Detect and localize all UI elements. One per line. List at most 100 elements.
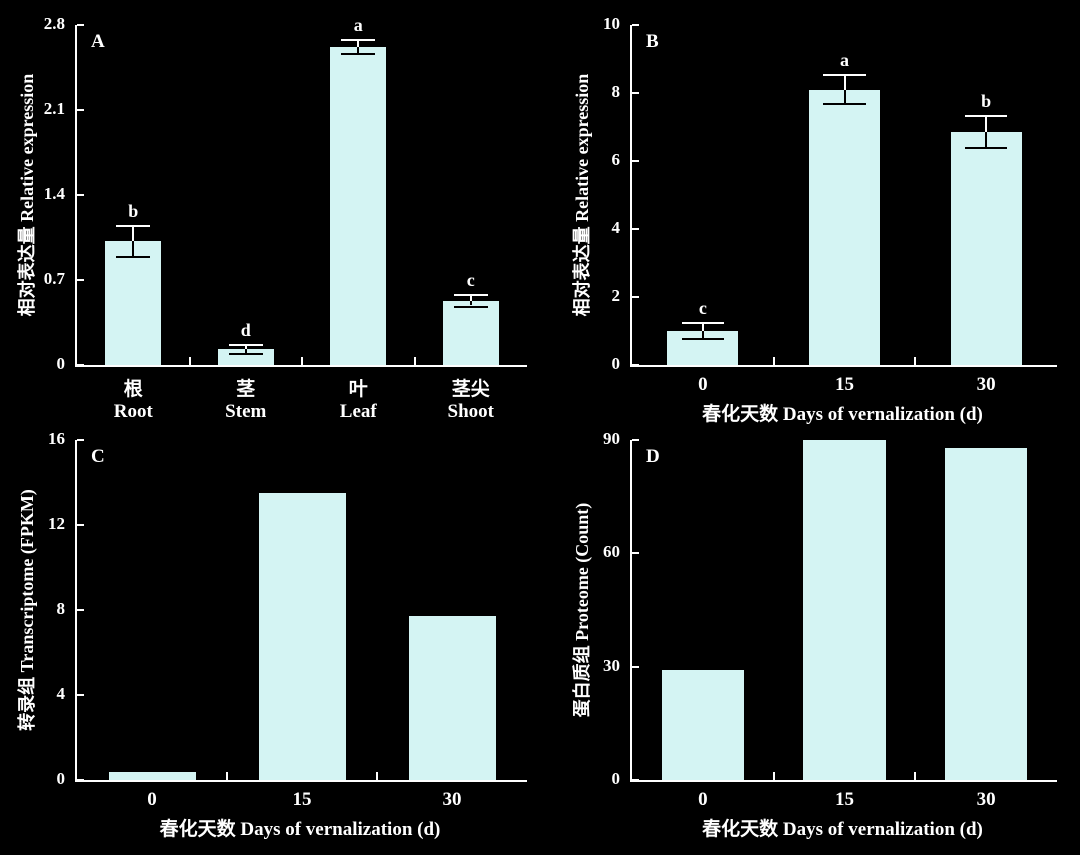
error-cap-upper [681,322,725,325]
y-tick-label: 10 [603,14,620,33]
error-cap-lower [341,52,376,55]
y-tick-label: 1.4 [43,184,65,203]
significance-letter: a [353,14,363,35]
bar [408,616,496,780]
x-category-label: 茎尖 Shoot [401,374,541,423]
x-category-label: 15 [775,789,915,811]
x-tick [226,772,228,780]
error-whisker-upper [469,295,472,301]
bar [108,771,196,780]
x-axis-line [630,365,1057,367]
error-cap-upper [341,38,376,41]
error-cap-lower [823,103,866,106]
y-tick-label: 4 [56,684,66,703]
x-category-line: Root [113,401,153,422]
x-category-line: 15 [835,789,854,810]
bar [330,46,387,365]
error-cap-upper [228,343,263,346]
x-axis-label: 春化天数 Days of vernalization (d) [702,819,983,840]
y-tick-label: 12 [48,514,65,533]
x-tick [914,357,917,365]
x-category-label: 茎 Stem [176,374,316,423]
x-category-line: 30 [442,789,462,810]
x-category-label: 15 [775,374,915,396]
y-axis-label: 蛋白质组 Proteome (Count) [572,502,592,718]
error-whisker-upper [985,116,988,133]
significance-letter: a [840,50,849,70]
significance-letter: b [981,90,992,111]
x-axis-label: 春化天数 Days of vernalization (d) [159,819,441,840]
error-whisker-upper [701,324,704,331]
x-tick [914,772,917,780]
x-category-line: Stem [225,401,267,422]
y-tick [77,279,84,281]
panel-letter: B [646,31,659,52]
panel-b-relative-expression-vernalization: B 0 2 4 6 8 10 相对表达量 Relative expression c 0 a 15 b 3… [540,0,1080,427]
x-category-label: 0 [633,789,773,811]
y-tick [632,552,639,555]
bar [950,132,1022,365]
error-whisker-upper [357,40,360,47]
bar [809,89,880,365]
y-axis-line [630,25,632,367]
error-whisker-lower [244,349,247,353]
panel-letter: D [646,446,660,467]
panel-d-proteome-count: D 0 30 60 90 蛋白质组 Proteome (Count) 0 15 30 春化天数 D… [540,427,1080,855]
y-tick [77,194,84,196]
x-category-label: 叶 Leaf [288,374,428,423]
y-tick-label: 8 [56,599,66,618]
x-tick [772,772,775,780]
error-cap-upper [453,293,488,296]
error-cap-lower [681,337,725,340]
y-tick-label: 30 [603,655,620,675]
significance-letter: d [240,319,251,340]
panel-letter: A [91,31,105,52]
significance-letter: b [128,200,139,221]
x-category-line: Shoot [447,401,494,422]
y-tick-label: 90 [603,429,620,448]
y-tick [77,694,84,696]
y-axis-label: 相对表达量 Relative expression [572,73,592,317]
x-category-line: 30 [976,374,996,395]
error-cap-lower [228,352,263,355]
y-tick [632,439,639,441]
bar [661,670,744,780]
error-cap-upper [964,114,1008,117]
bar [105,241,162,365]
y-tick [632,779,639,781]
y-tick-label: 2.1 [43,99,65,118]
error-whisker-lower [701,331,704,338]
bar [803,440,886,780]
y-tick [77,609,84,611]
x-category-line: 根 [123,379,143,400]
y-axis-line [75,25,77,367]
y-tick-label: 16 [48,429,65,448]
x-tick [772,357,775,365]
error-cap-lower [964,147,1008,150]
error-cap-upper [823,74,866,76]
y-tick-label: 0 [56,769,66,788]
y-tick [632,665,639,668]
bar [945,447,1028,780]
x-category-line: 0 [698,789,708,810]
error-whisker-upper [132,226,135,242]
y-tick-label: 0 [56,354,66,373]
x-category-label: 30 [382,789,522,811]
y-tick [632,24,639,26]
error-whisker-lower [985,132,988,148]
panel-letter: C [91,446,105,467]
y-tick [632,296,639,298]
x-category-label: 15 [232,789,372,811]
x-axis-label: 春化天数 Days of vernalization (d) [702,404,983,425]
x-category-label: 30 [916,374,1056,396]
y-tick-label: 2.8 [43,14,65,33]
y-tick [77,524,84,526]
y-tick-label: 2 [611,286,621,305]
x-category-line: 0 [147,789,157,810]
x-tick [413,357,416,365]
x-category-label: 0 [82,789,222,811]
x-category-line: 15 [292,789,312,810]
error-cap-lower [116,255,151,258]
y-tick-label: 8 [611,82,621,101]
